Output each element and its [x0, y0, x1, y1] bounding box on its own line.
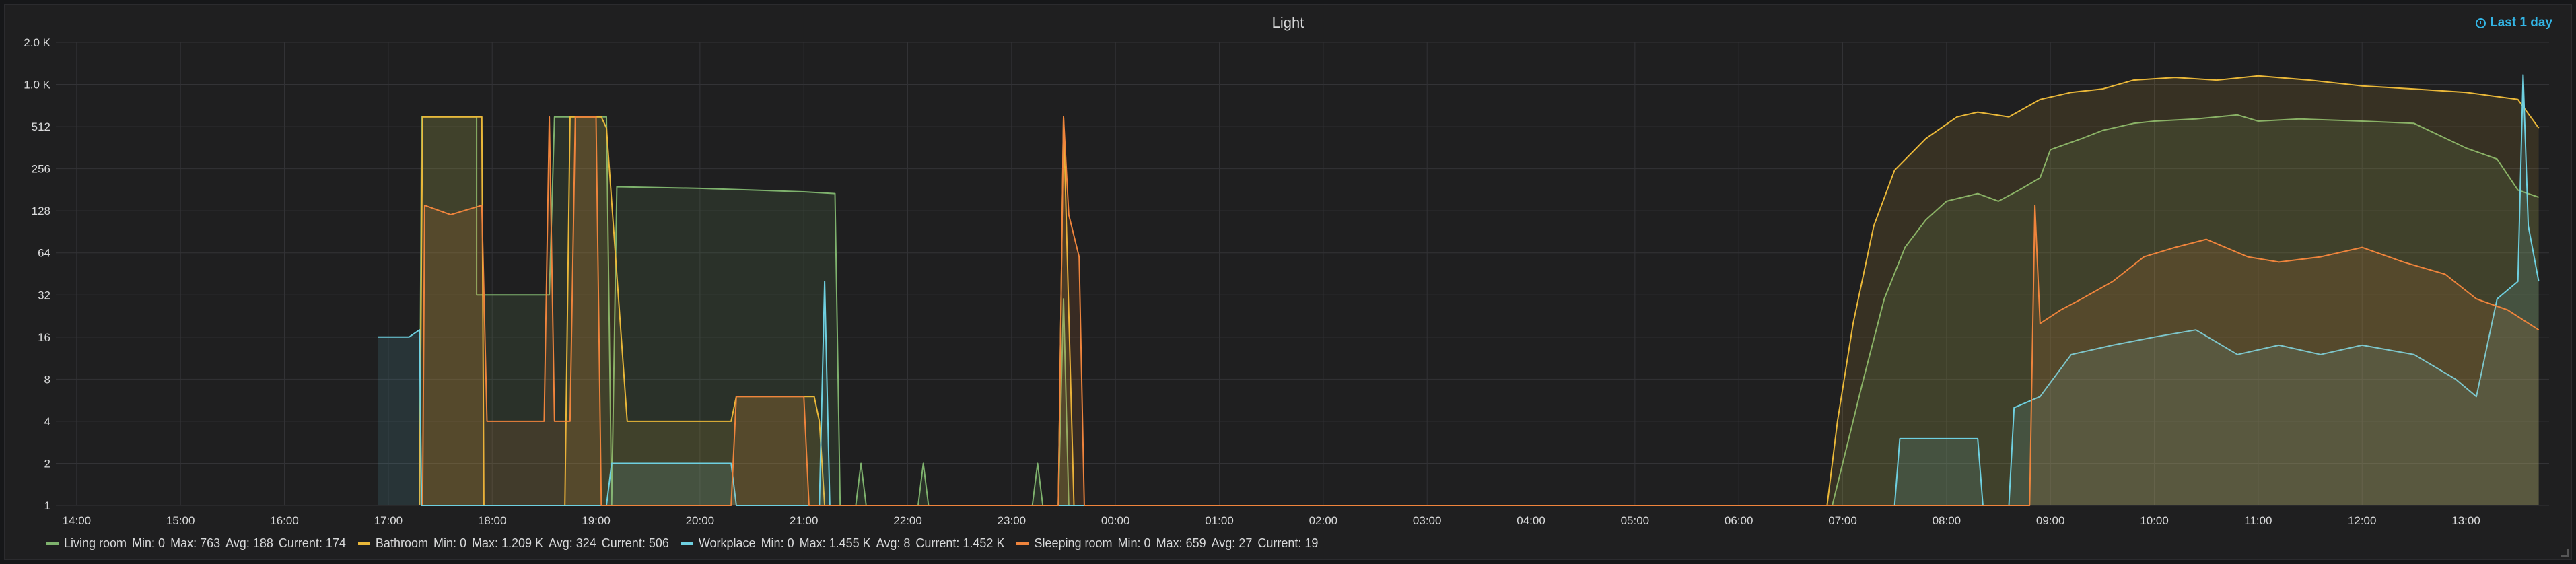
legend-min-sleeping-room: Min: 0: [1117, 536, 1151, 550]
series-line-sleeping-room: [421, 116, 2540, 506]
x-tick-label: 13:00: [2451, 514, 2480, 527]
y-tick-label: 1: [44, 499, 50, 512]
legend-current-living-room: Current: 174: [278, 536, 346, 550]
x-tick-label: 19:00: [582, 514, 611, 527]
legend-label-sleeping-room: Sleeping room: [1034, 536, 1113, 550]
legend-swatch-living-room: [46, 542, 59, 545]
legend-item-living-room[interactable]: Living room Min: 0 Max: 763 Avg: 188 Cur…: [46, 536, 346, 551]
legend-current-sleeping-room: Current: 19: [1257, 536, 1319, 550]
y-tick-label: 4: [44, 415, 50, 428]
series-area-bathroom: [419, 75, 2539, 506]
y-tick-label: 128: [32, 205, 50, 217]
legend-min-workplace: Min: 0: [761, 536, 794, 550]
y-tick-label: 32: [38, 289, 50, 302]
y-tick-label: 8: [44, 373, 50, 386]
x-tick-label: 10:00: [2140, 514, 2169, 527]
x-tick-label: 12:00: [2348, 514, 2377, 527]
y-tick-label: 16: [38, 331, 50, 344]
legend-max-sleeping-room: Max: 659: [1156, 536, 1206, 550]
legend-max-bathroom: Max: 1.209 K: [472, 536, 544, 550]
legend-item-sleeping-room[interactable]: Sleeping room Min: 0 Max: 659 Avg: 27 Cu…: [1016, 536, 1318, 551]
series-line-workplace: [378, 74, 2540, 506]
y-tick-label: 64: [38, 247, 50, 260]
clock-icon: [2476, 17, 2486, 28]
legend-avg-living-room: Avg: 188: [225, 536, 273, 550]
series-area-workplace: [378, 75, 2539, 505]
x-tick-label: 11:00: [2244, 514, 2272, 527]
x-tick-label: 18:00: [478, 514, 507, 527]
legend-avg-workplace: Avg: 8: [876, 536, 911, 550]
legend-min-bathroom: Min: 0: [433, 536, 466, 550]
legend-label-living-room: Living room: [64, 536, 127, 550]
legend-current-bathroom: Current: 506: [601, 536, 669, 550]
legend-swatch-workplace: [681, 542, 693, 545]
x-tick-label: 09:00: [2036, 514, 2065, 527]
x-tick-label: 17:00: [374, 514, 403, 527]
x-tick-label: 20:00: [686, 514, 715, 527]
x-tick-label: 15:00: [166, 514, 195, 527]
legend-item-bathroom[interactable]: Bathroom Min: 0 Max: 1.209 K Avg: 324 Cu…: [357, 536, 669, 551]
legend-avg-sleeping-room: Avg: 27: [1211, 536, 1253, 550]
x-tick-label: 16:00: [270, 514, 299, 527]
graph-panel: Light Last 1 day 2.0 K 1.0 K 512 256 128 64 32…: [4, 4, 2572, 560]
y-tick-label: 256: [32, 163, 50, 176]
x-tick-label: 14:00: [63, 514, 92, 527]
legend: Living room Min: 0 Max: 763 Avg: 188 Cur…: [46, 536, 1318, 551]
x-tick-label: 01:00: [1205, 514, 1234, 527]
series-line-bathroom: [419, 75, 2540, 506]
panel-title[interactable]: Light: [1272, 14, 1304, 31]
legend-max-living-room: Max: 763: [170, 536, 221, 550]
x-tick-label: 07:00: [1828, 514, 1857, 527]
legend-current-workplace: Current: 1.452 K: [915, 536, 1005, 550]
resize-handle[interactable]: [2561, 549, 2569, 557]
legend-swatch-sleeping-room: [1016, 542, 1029, 545]
x-tick-label: 02:00: [1309, 514, 1338, 527]
legend-label-workplace: Workplace: [698, 536, 756, 550]
x-tick-label: 06:00: [1725, 514, 1753, 527]
y-tick-label: 2.0 K: [24, 36, 50, 49]
x-tick-label: 22:00: [893, 514, 922, 527]
x-tick-label: 00:00: [1101, 514, 1130, 527]
time-range-info[interactable]: Last 1 day: [2476, 15, 2552, 30]
legend-item-workplace[interactable]: Workplace Min: 0 Max: 1.455 K Avg: 8 Cur…: [681, 536, 1005, 551]
legend-max-workplace: Max: 1.455 K: [799, 536, 871, 550]
x-tick-label: 05:00: [1621, 514, 1650, 527]
y-tick-label: 512: [32, 120, 50, 133]
x-tick-label: 23:00: [998, 514, 1026, 527]
light-chart[interactable]: 2.0 K 1.0 K 512 256 128 64 32 16 8 4 2 1 14:00 15:00 1…: [5, 5, 2573, 561]
legend-label-bathroom: Bathroom: [375, 536, 428, 550]
y-tick-label: 2: [44, 457, 50, 470]
legend-avg-bathroom: Avg: 324: [549, 536, 596, 550]
legend-swatch-bathroom: [357, 542, 370, 545]
x-tick-label: 21:00: [790, 514, 819, 527]
time-range-label: Last 1 day: [2490, 15, 2552, 30]
x-tick-label: 03:00: [1413, 514, 1442, 527]
series-area-sleeping-room: [422, 116, 2539, 506]
y-tick-label: 1.0 K: [24, 79, 50, 92]
series-area-living-room: [419, 114, 2539, 506]
legend-min-living-room: Min: 0: [132, 536, 166, 550]
x-tick-label: 08:00: [1933, 514, 1961, 527]
x-tick-label: 04:00: [1517, 514, 1545, 527]
